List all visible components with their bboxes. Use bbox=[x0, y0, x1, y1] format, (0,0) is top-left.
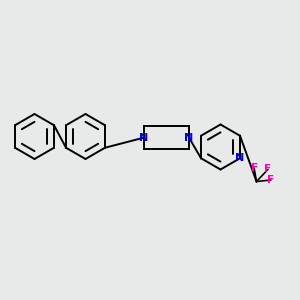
Text: N: N bbox=[140, 133, 148, 142]
Text: F: F bbox=[267, 175, 274, 185]
Text: F: F bbox=[264, 164, 272, 175]
Text: N: N bbox=[236, 153, 244, 163]
Text: F: F bbox=[250, 163, 258, 173]
Text: N: N bbox=[184, 133, 194, 142]
